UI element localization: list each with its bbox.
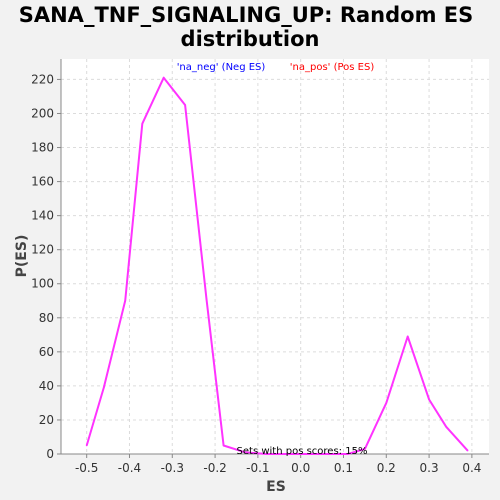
data-point [141,122,144,125]
x-tick-label: -0.4 [118,461,141,475]
data-point [184,104,186,106]
data-point [103,386,105,389]
x-tick-label: -0.2 [203,461,226,475]
x-tick-label: -0.5 [75,461,98,475]
y-tick-label: 160 [31,175,54,189]
chart-title-line-2: distribution [181,27,320,51]
y-tick-label: 0 [46,447,54,461]
data-point [287,453,289,455]
grid-lines [61,59,489,455]
data-point [364,448,366,450]
data-point [346,453,349,455]
x-axis-title: ES [266,479,286,495]
data-point [244,451,246,454]
x-tick-label: 0.4 [462,461,481,475]
x-tick-label: 0.0 [291,461,310,475]
y-tick-label: 20 [39,413,54,427]
data-point [325,453,328,455]
y-tick-label: 60 [39,345,54,359]
data-point [85,444,88,447]
data-point [124,299,126,302]
x-tick-label: 0.2 [377,461,396,475]
data-point [162,76,165,79]
data-point [428,398,430,401]
data-point [466,449,469,452]
data-point [222,444,225,447]
plot-area [61,59,489,454]
y-tick-label: 220 [31,72,54,86]
x-tick-label: -0.1 [246,461,269,475]
legend-pos-es: 'na_pos' (Pos ES) [290,62,375,73]
legend-neg-es: 'na_neg' (Neg ES) [177,62,266,73]
y-tick-label: 120 [31,243,54,257]
pos-scores-annotation: Sets with pos scores: 15% [237,446,368,457]
y-axis-title: P(ES) [14,235,30,278]
data-point [205,298,208,300]
series-layer [85,76,469,455]
x-tick-label: 0.1 [334,461,353,475]
y-tick-label: 100 [31,277,54,291]
es-distribution-line [85,76,469,455]
data-point [385,402,388,404]
y-tick-label: 80 [39,311,54,325]
data-point [445,425,448,428]
y-tick-label: 200 [31,106,54,120]
x-tick-label: 0.3 [420,461,439,475]
y-tick-label: 140 [31,209,54,223]
y-tick-label: 40 [39,379,54,393]
y-tick-label: 180 [31,141,54,155]
x-tick-label: -0.3 [161,461,184,475]
data-point [304,453,306,455]
data-point [406,335,409,338]
chart-title-line-1: SANA_TNF_SIGNALING_UP: Random ES [19,3,474,27]
data-point [265,453,268,455]
axes: 0 20 40 60 80 100 120 140 160 180 200 220 -0.5 -0.4 -0… [31,59,489,475]
